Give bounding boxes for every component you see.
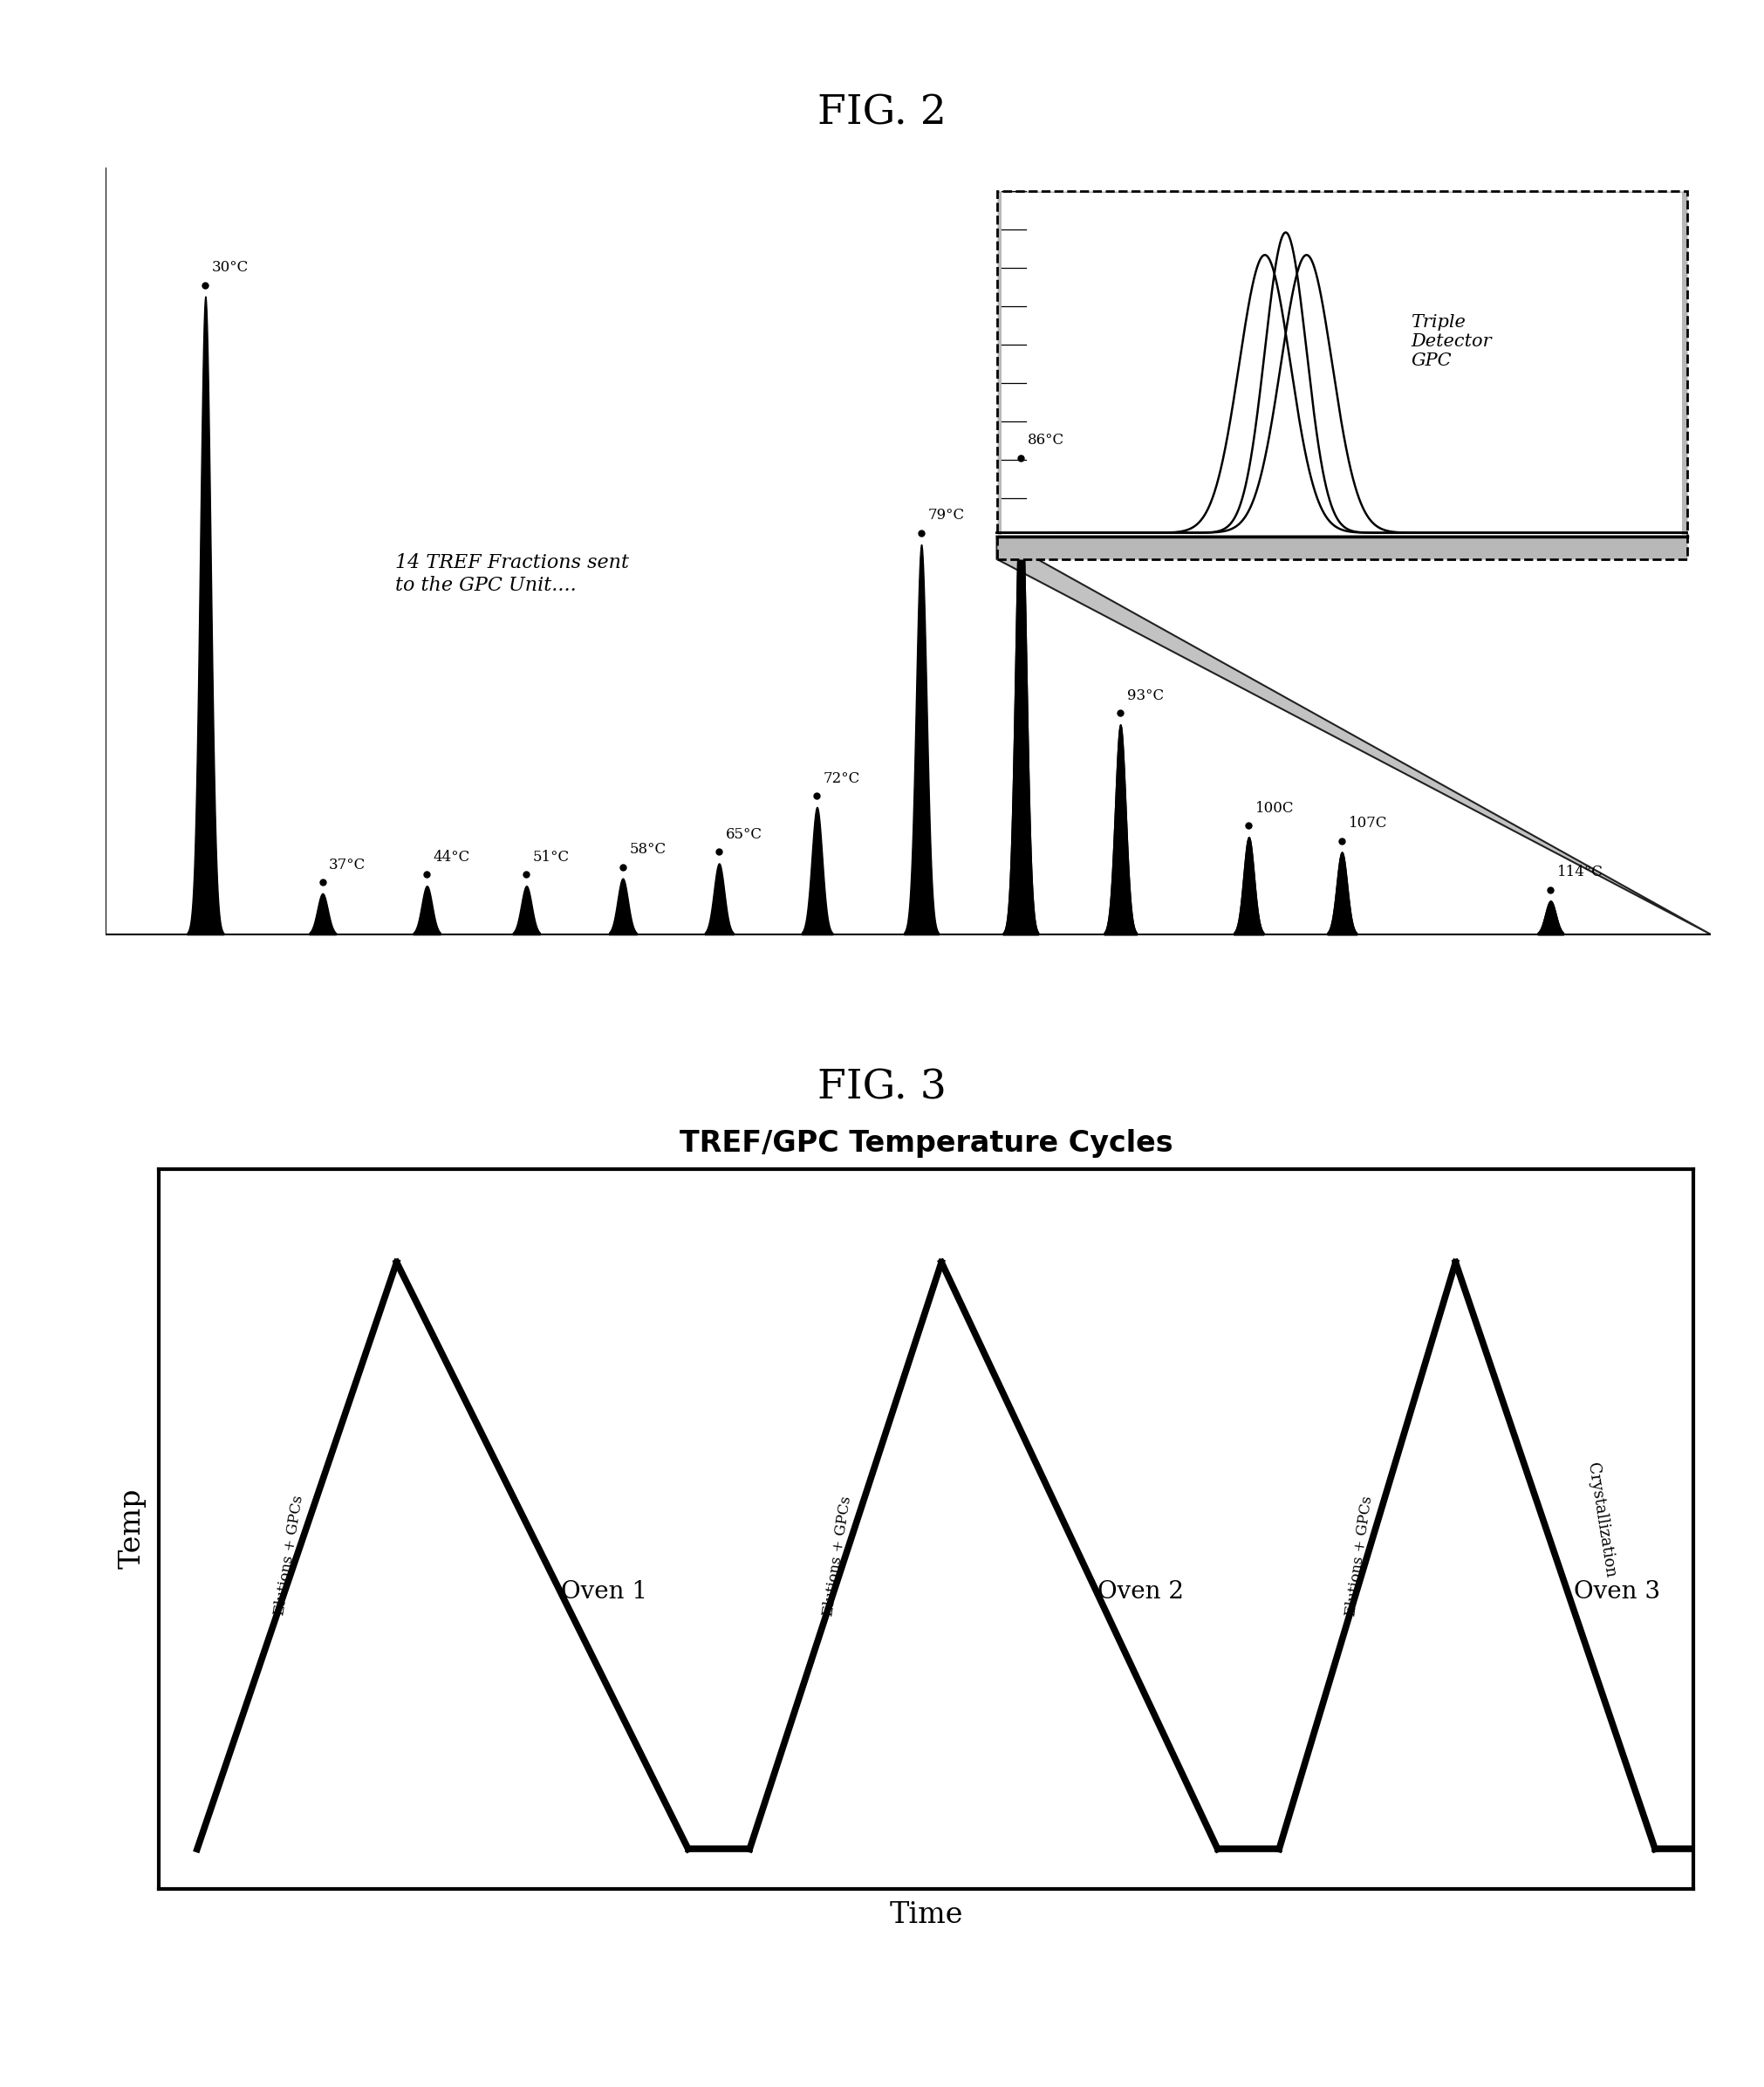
- Text: 30°C: 30°C: [212, 261, 249, 275]
- Text: FIG. 3: FIG. 3: [817, 1069, 947, 1108]
- Text: 44°C: 44°C: [434, 849, 471, 864]
- Text: 86°C: 86°C: [1027, 434, 1064, 449]
- Text: 93°C: 93°C: [1127, 689, 1164, 703]
- Title: TREF/GPC Temperature Cycles: TREF/GPC Temperature Cycles: [679, 1129, 1173, 1158]
- Text: Oven 3: Oven 3: [1573, 1580, 1660, 1603]
- Text: 14 TREF Fractions sent
to the GPC Unit....: 14 TREF Fractions sent to the GPC Unit..…: [395, 553, 628, 595]
- Text: Elutions + GPCs: Elutions + GPCs: [822, 1494, 854, 1617]
- Polygon shape: [997, 536, 1711, 935]
- Text: 65°C: 65°C: [725, 826, 762, 843]
- Text: Oven 2: Oven 2: [1097, 1580, 1184, 1603]
- Text: 79°C: 79°C: [928, 509, 965, 524]
- Text: 107C: 107C: [1348, 816, 1387, 831]
- X-axis label: Time: Time: [889, 1901, 963, 1928]
- Text: 72°C: 72°C: [824, 770, 861, 787]
- Text: FIG. 2: FIG. 2: [817, 94, 947, 134]
- Text: 114°C: 114°C: [1558, 864, 1603, 881]
- Text: 51°C: 51°C: [533, 849, 570, 864]
- Text: 100C: 100C: [1256, 801, 1295, 816]
- Text: Crystallization: Crystallization: [1584, 1461, 1618, 1578]
- Text: 58°C: 58°C: [630, 843, 665, 858]
- Text: Elutions + GPCs: Elutions + GPCs: [1344, 1494, 1376, 1617]
- Y-axis label: Temp: Temp: [118, 1488, 146, 1569]
- Text: Oven 1: Oven 1: [561, 1580, 647, 1603]
- Bar: [997, 192, 1686, 559]
- Text: Triple
Detector
GPC: Triple Detector GPC: [1411, 313, 1492, 369]
- Text: 37°C: 37°C: [328, 858, 365, 872]
- Text: Elutions + GPCs: Elutions + GPCs: [272, 1494, 307, 1617]
- Bar: [1002, 192, 1683, 534]
